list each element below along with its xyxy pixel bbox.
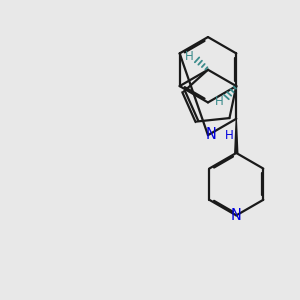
Text: H: H	[225, 129, 234, 142]
Text: N: N	[231, 208, 242, 224]
Polygon shape	[235, 119, 238, 153]
Text: H: H	[184, 50, 193, 63]
Text: H: H	[215, 95, 224, 108]
Text: N: N	[206, 127, 217, 142]
